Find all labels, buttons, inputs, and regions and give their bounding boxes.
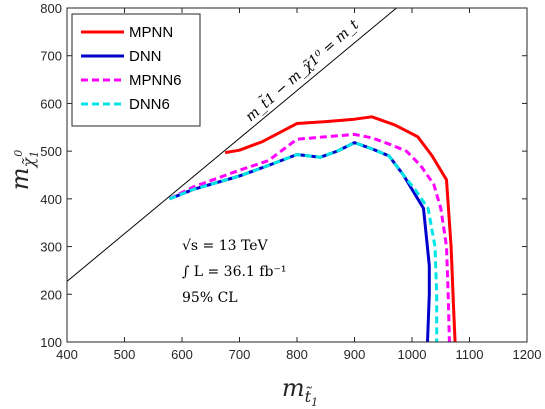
y-tick-label: 500 [40,144,62,159]
legend: MPNN DNN MPNN6 DNN6 [71,13,201,127]
x-axis-title-main: m [282,374,305,402]
y-axis-title-sup: 0 [12,150,25,157]
y-tick-label: 800 [40,1,62,16]
x-tick-label: 900 [344,347,366,362]
x-tick-label: 500 [114,347,136,362]
annotation-energy: √s = 13 TeV [182,238,269,254]
y-axis-title-main: m [6,167,34,190]
y-axis-title-sub: χ̃ [19,156,38,168]
series-line-dnn6 [168,141,439,342]
x-tick-label: 600 [171,347,193,362]
y-tick-label: 200 [40,287,62,302]
legend-label-dnn: DNN [129,48,162,65]
y-axis-title: mχ̃10 [6,150,41,190]
x-axis-title-subsub: 1 [311,396,318,409]
annotation-cl: 95% CL [182,290,238,306]
y-tick-label: 700 [40,49,62,64]
diagonal-layer [67,8,397,282]
y-tick-label: 600 [40,96,62,111]
legend-label-mpnn: MPNN [129,24,173,41]
x-tick-label: 700 [229,347,251,362]
legend-label-mpnn6: MPNN6 [129,72,182,89]
x-tick-label: 800 [286,347,308,362]
y-axis-title-subsub: 1 [28,151,41,158]
y-tick-label: 400 [40,192,62,207]
x-axis-title: mt̃1 [282,374,318,409]
annotation-luminosity: ∫ L = 36.1 fb⁻¹ [182,264,286,280]
tick-layer: 400 500 600 700 800 900 1000 1100 1200 100 200 300 4… [40,1,541,362]
diagonal-line [67,8,397,282]
x-tick-label: 1100 [456,347,484,362]
series-line-mpnn [224,115,457,342]
series-line-mpnn6 [168,132,451,342]
x-tick-label: 1000 [398,347,427,362]
y-tick-label: 100 [40,335,62,350]
y-tick-label: 300 [40,240,62,255]
x-tick-label: 1200 [513,347,542,362]
x-axis-title-sub: t̃ [305,386,313,406]
series-layer [168,115,457,342]
x-tick-label: 400 [56,347,78,362]
legend-label-dnn6: DNN6 [129,96,170,113]
